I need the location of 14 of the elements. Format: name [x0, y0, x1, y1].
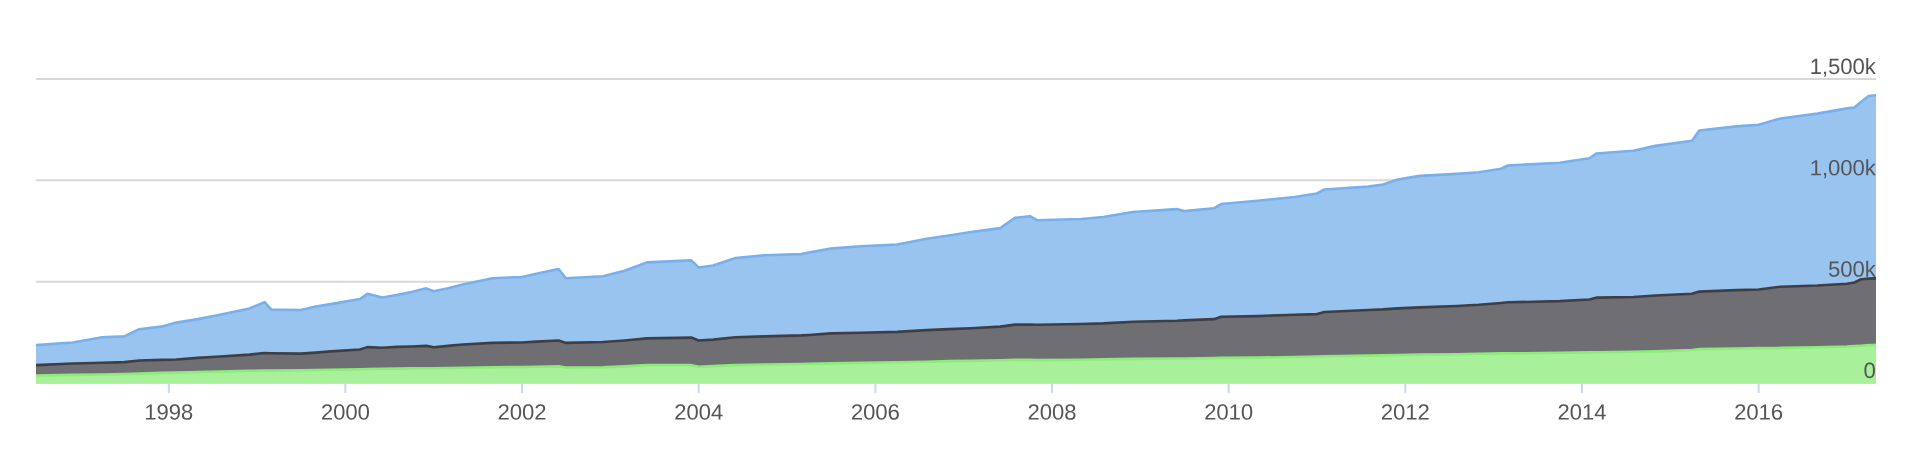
x-tick-label: 2014 — [1558, 404, 1606, 420]
x-tick-label: 2010 — [1205, 404, 1253, 420]
x-tick-label: 2004 — [675, 404, 723, 420]
x-tick-label: 2000 — [322, 404, 369, 420]
x-tick-label: 2016 — [1735, 404, 1783, 420]
x-tick-label: 2012 — [1381, 404, 1429, 420]
y-tick-label: 500k — [1828, 260, 1876, 277]
x-tick-label: 2006 — [852, 404, 899, 420]
y-tick-label: 0 — [1864, 362, 1875, 379]
x-tick-label: 2002 — [498, 404, 546, 420]
y-tick-label: 1,000k — [1811, 159, 1876, 179]
x-tick-label: 1998 — [145, 404, 193, 420]
y-tick-label: 1,500k — [1811, 58, 1876, 77]
x-tick-label: 2008 — [1028, 404, 1076, 420]
